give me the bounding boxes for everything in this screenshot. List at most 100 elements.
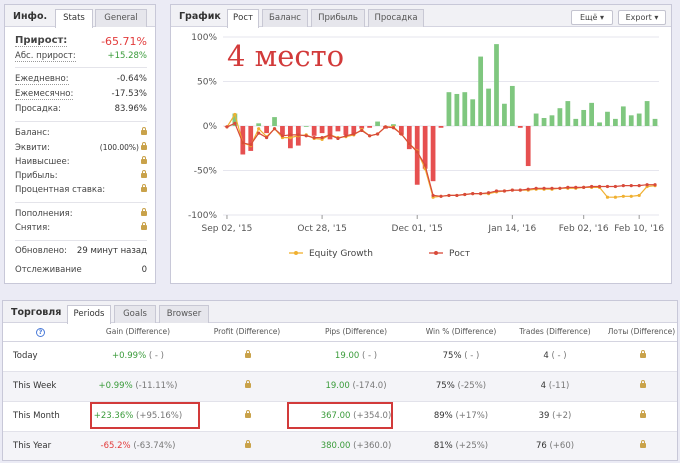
bar bbox=[375, 121, 380, 126]
series-point bbox=[399, 132, 403, 136]
table-row: Today +0.99% ( - ) 19.00 ( - ) 75% ( - )… bbox=[3, 341, 677, 372]
series-point bbox=[605, 195, 610, 199]
withdrawals-row: Снятия: bbox=[15, 222, 147, 237]
pips-diff: ( - ) bbox=[361, 351, 378, 361]
period-label: Today bbox=[3, 341, 78, 372]
lots-cell bbox=[604, 431, 677, 460]
series-point bbox=[637, 184, 641, 188]
series-point bbox=[233, 121, 237, 125]
bar bbox=[470, 99, 476, 126]
bar bbox=[454, 93, 460, 126]
lots-header[interactable]: Лоты (Difference) bbox=[604, 323, 677, 342]
trades-diff: ( - ) bbox=[551, 351, 567, 361]
bar bbox=[652, 118, 658, 126]
tab-goals[interactable]: Goals bbox=[114, 305, 156, 323]
series-point bbox=[550, 186, 554, 190]
tab-profit[interactable]: Прибыль bbox=[311, 9, 365, 27]
series-point bbox=[502, 189, 507, 193]
trading-tabbar: Торговля Periods Goals Browser bbox=[3, 301, 677, 324]
profit-header[interactable]: Profit (Difference) bbox=[198, 323, 296, 342]
chart-tabbar: График Рост Баланс Прибыль Просадка Ещё … bbox=[171, 5, 671, 28]
tab-balance[interactable]: Баланс bbox=[262, 9, 308, 27]
trades-header[interactable]: Trades (Difference) bbox=[506, 323, 604, 342]
daily-row: Ежедневно: -0.64% bbox=[15, 74, 147, 88]
period-label: This Year bbox=[3, 431, 78, 460]
help-icon[interactable]: ? bbox=[36, 327, 45, 337]
growth-row: Прирост: -65.71% bbox=[15, 35, 147, 51]
bar bbox=[430, 126, 436, 182]
series-point bbox=[582, 185, 586, 190]
series-point bbox=[304, 134, 308, 138]
pips-header[interactable]: Pips (Difference) bbox=[296, 323, 416, 342]
bar bbox=[517, 126, 523, 128]
gain-header[interactable]: Gain (Difference) bbox=[78, 323, 198, 342]
y-tick-label: -100% bbox=[188, 211, 217, 221]
series-point bbox=[241, 141, 245, 145]
profit-value bbox=[139, 170, 147, 181]
tab-growth[interactable]: Рост bbox=[227, 9, 259, 28]
bar bbox=[573, 118, 579, 126]
tab-drawdown[interactable]: Просадка bbox=[368, 9, 424, 27]
lots-cell bbox=[604, 371, 677, 402]
win-value: 89% bbox=[433, 411, 453, 421]
gain-value: +23.36% bbox=[93, 411, 134, 421]
table-row: This Year -65.2% (-63.74%) 380.00 (+360.… bbox=[3, 431, 677, 460]
trades-diff: (+2) bbox=[552, 411, 572, 421]
lock-icon bbox=[639, 350, 646, 358]
gain-value: +0.99% bbox=[98, 381, 133, 391]
updated-row: Обновлено: 29 минут назад bbox=[15, 246, 147, 260]
export-dropdown[interactable]: Export ▾ bbox=[618, 10, 666, 25]
info-panel: Инфо. Stats General Прирост: -65.71% Абс… bbox=[4, 4, 156, 284]
bar bbox=[620, 106, 626, 126]
win-header[interactable]: Win % (Difference) bbox=[416, 323, 506, 342]
chart-title: График bbox=[179, 11, 221, 22]
pips-cell: 380.00 (+360.0) bbox=[296, 431, 416, 460]
monthly-label[interactable]: Ежемесячно: bbox=[15, 89, 74, 100]
lock-icon bbox=[141, 170, 147, 178]
highest-label: Наивысшее: bbox=[15, 157, 70, 167]
series-point bbox=[257, 127, 261, 131]
trades-cell: 39 (+2) bbox=[506, 401, 604, 432]
tab-general[interactable]: General bbox=[95, 9, 147, 27]
trades-value: 39 bbox=[538, 411, 550, 421]
export-label: Export bbox=[625, 13, 652, 22]
tab-stats[interactable]: Stats bbox=[55, 9, 93, 28]
pips-diff: (+360.0) bbox=[353, 441, 392, 451]
profit-cell bbox=[198, 341, 296, 372]
trades-cell: 4 ( - ) bbox=[506, 341, 604, 372]
series-point bbox=[534, 186, 538, 190]
tab-browser[interactable]: Browser bbox=[159, 305, 209, 323]
interest-value bbox=[139, 184, 147, 195]
series-point bbox=[629, 184, 633, 188]
pips-cell: 19.00 ( - ) bbox=[296, 341, 416, 372]
tab-periods[interactable]: Periods bbox=[67, 305, 111, 324]
bar bbox=[398, 126, 404, 135]
tracking-value: 0 bbox=[141, 265, 147, 275]
series-point bbox=[415, 150, 419, 154]
pips-value: 19.00 bbox=[334, 351, 360, 361]
y-tick-label: 0% bbox=[203, 122, 218, 132]
daily-label[interactable]: Ежедневно: bbox=[15, 74, 69, 85]
series-point bbox=[645, 183, 649, 187]
series-point bbox=[352, 132, 356, 136]
win-value: 75% bbox=[442, 351, 462, 361]
bar bbox=[605, 111, 610, 126]
trades-value: 4 bbox=[543, 351, 549, 361]
period-label: This Week bbox=[3, 371, 78, 402]
bar bbox=[272, 117, 277, 126]
bar bbox=[256, 123, 262, 126]
series-point bbox=[431, 193, 435, 198]
x-tick-label: Oct 28, '15 bbox=[297, 224, 347, 234]
win-diff: (+17%) bbox=[455, 411, 489, 421]
bar bbox=[565, 101, 571, 126]
series-point bbox=[629, 194, 633, 198]
lock-icon bbox=[141, 142, 147, 150]
more-dropdown[interactable]: Ещё ▾ bbox=[571, 10, 613, 25]
bar bbox=[541, 117, 547, 126]
series-point bbox=[407, 142, 411, 146]
gain-value: +0.99% bbox=[112, 351, 147, 361]
growth-label[interactable]: Прирост: bbox=[15, 35, 68, 47]
bar bbox=[502, 103, 507, 126]
abs-growth-label[interactable]: Абс. прирост: bbox=[15, 51, 76, 62]
drawdown-value: 83.96% bbox=[114, 104, 147, 114]
